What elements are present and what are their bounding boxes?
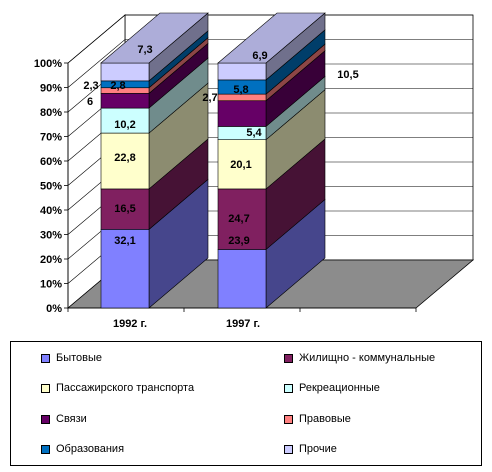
legend-swatch [284,383,293,393]
legend-label: Связи [56,413,87,425]
legend-swatch [41,383,50,393]
data-label: 32,1 [114,235,135,247]
data-label: 7,3 [137,44,152,56]
data-label: 20,1 [230,159,251,171]
data-label: 10,5 [337,69,358,81]
legend-item: Прочие [284,443,337,455]
legend-swatch [41,353,50,363]
data-label: 10,2 [114,119,135,131]
bar-segment-1-0 [100,188,150,230]
y-tick-label: 90% [40,83,62,95]
y-tick-label: 30% [40,230,62,242]
bar-segment-2-0 [100,132,150,190]
legend-swatch [284,414,293,424]
data-label: 22,8 [114,152,135,164]
legend-swatch [284,353,293,363]
legend-label: Бытовые [56,352,103,364]
chart-area: 0% 10% 20% 30% 40% 50% 60% 70% 80% 90% 100% 1992 г.… [34,12,475,330]
y-tick-label: 50% [40,181,62,193]
data-label: 2,8 [110,80,125,92]
y-tick-label: 10% [40,279,62,291]
legend-item: Правовые [284,413,351,425]
legend-item: Связи [41,413,87,425]
y-tick-label: 80% [40,107,62,119]
bar-segment-2-1 [217,139,267,190]
legend-item: Бытовые [41,352,102,364]
legend-label: Образования [56,443,125,455]
x-category-label: 1992 г. [113,318,147,330]
bar-segment-1-1 [217,188,267,250]
data-label: 6 [87,96,93,108]
legend-label: Прочие [299,443,337,455]
y-tick-label: 40% [40,205,62,217]
y-tick-label: 100% [34,58,62,70]
y-tick-label: 70% [40,132,62,144]
gridline [67,39,473,88]
bar-segment-0-0 [100,229,150,309]
bar-segment-4-1 [217,100,267,127]
legend-label: Рекреационные [299,382,380,394]
legend-label: Пассажирского транспорта [56,382,195,394]
bar-segment-7-1 [217,62,267,81]
data-label: 5,8 [233,84,248,96]
legend-item: Образования [41,443,124,455]
bar-top-1 [217,12,326,64]
legend-swatch [41,414,50,424]
data-label: 2,3 [83,80,98,92]
y-tick-label: 60% [40,156,62,168]
legend-item: Пассажирского транспорта [41,382,194,394]
bar-top-0 [100,12,209,64]
bar-segment-3-0 [100,107,150,134]
legend-label: Правовые [299,413,351,425]
data-label: 24,7 [228,213,249,225]
stacked-bar-chart: 0% 10% 20% 30% 40% 50% 60% 70% 80% 90% 100% 1992 г.… [34,12,475,330]
data-label: 6,9 [252,50,267,62]
legend: Бытовые Жилищно - коммунальные Пассажирско… [10,341,482,466]
data-label: 23,9 [228,235,249,247]
legend-swatch [284,444,293,454]
legend-swatch [41,444,50,454]
bar-segment-7-0 [100,62,150,82]
data-label: 2,7 [202,92,217,104]
x-category-label: 1997 г. [226,318,260,330]
bar-segment-4-0 [100,93,150,109]
data-label: 5,4 [246,127,262,139]
gridline [67,14,473,64]
legend-label: Жилищно - коммунальные [299,352,436,364]
data-label: 16,5 [114,203,135,215]
bar-segment-0-1 [217,249,267,309]
y-tick-label: 20% [40,254,62,266]
y-tick-label: 0% [46,303,62,315]
legend-item: Рекреационные [284,382,380,394]
legend-item: Жилищно - коммунальные [284,352,435,364]
